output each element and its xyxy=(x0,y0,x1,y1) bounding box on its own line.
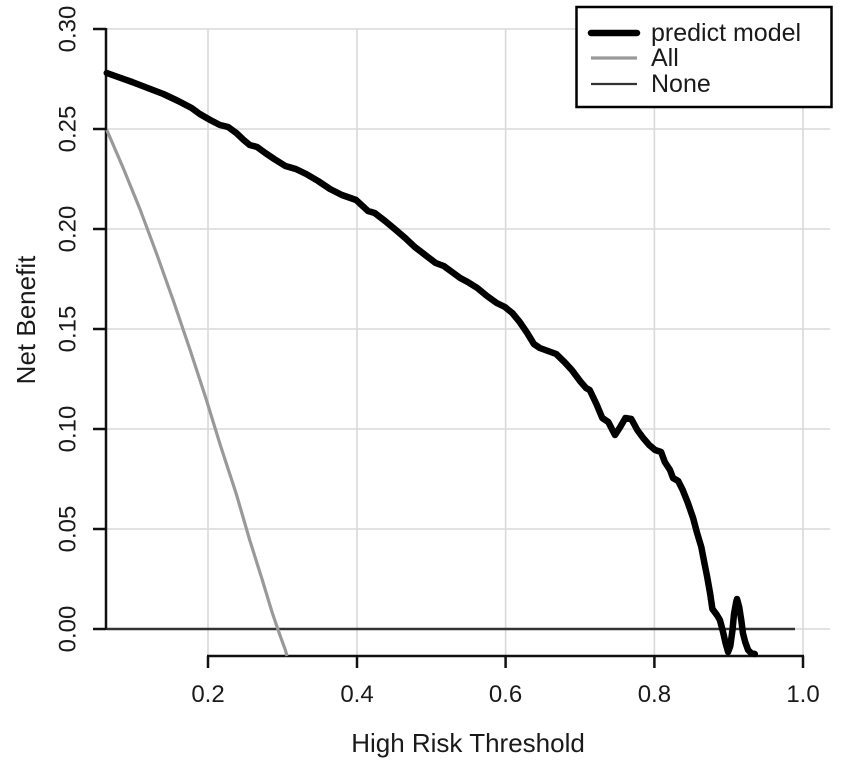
legend-label-all: All xyxy=(651,44,679,72)
y-axis-title: Net Benefit xyxy=(11,255,41,384)
y-tick-label: 0.00 xyxy=(55,606,82,653)
x-axis xyxy=(206,654,805,668)
all-line xyxy=(105,129,289,657)
x-axis-title: High Risk Threshold xyxy=(351,728,585,758)
y-tick-labels: 0.30 0.25 0.20 0.15 0.10 0.05 0.00 xyxy=(55,6,82,653)
y-axis xyxy=(93,27,108,631)
legend-label-predict-model: predict model xyxy=(651,19,801,47)
y-tick-label: 0.10 xyxy=(55,406,82,453)
x-tick-label: 0.4 xyxy=(340,681,373,708)
x-tick-label: 0.2 xyxy=(191,681,224,708)
y-tick-label: 0.15 xyxy=(55,306,82,353)
y-tick-label: 0.20 xyxy=(55,206,82,253)
legend: predict model All None xyxy=(575,5,833,109)
legend-label-none: None xyxy=(651,70,711,98)
x-tick-label: 1.0 xyxy=(786,681,819,708)
y-tick-label: 0.05 xyxy=(55,506,82,553)
y-tick-label: 0.25 xyxy=(55,106,82,153)
predict-model-line xyxy=(103,69,759,658)
x-tick-label: 0.8 xyxy=(638,681,671,708)
y-tick-label: 0.30 xyxy=(55,6,82,53)
x-tick-labels: 0.2 0.4 0.6 0.8 1.0 xyxy=(191,681,819,708)
x-tick-label: 0.6 xyxy=(489,681,522,708)
